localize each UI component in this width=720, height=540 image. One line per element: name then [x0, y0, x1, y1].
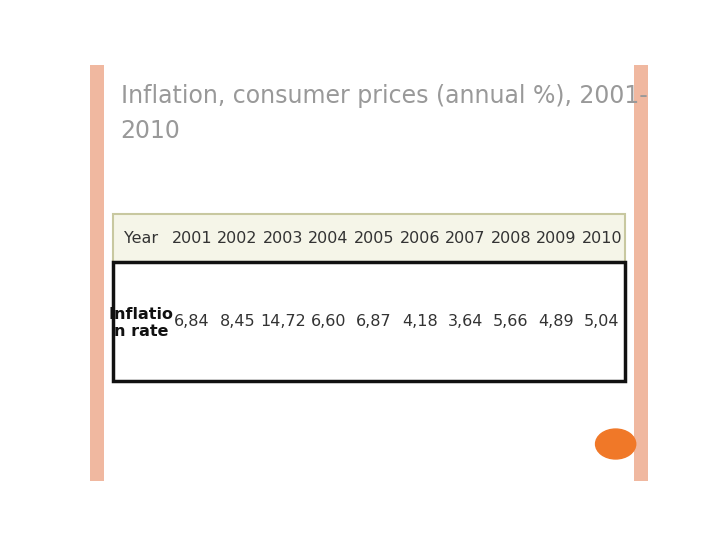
Text: 2003: 2003	[263, 231, 303, 246]
Text: 2006: 2006	[400, 231, 440, 246]
Text: 2004: 2004	[308, 231, 349, 246]
Text: 6,87: 6,87	[356, 314, 392, 329]
Text: 5,04: 5,04	[584, 314, 619, 329]
Bar	[634, 65, 648, 481]
Text: 5,66: 5,66	[493, 314, 528, 329]
Text: 2001: 2001	[171, 231, 212, 246]
Text: Year: Year	[125, 231, 158, 246]
Text: Inflatio: Inflatio	[109, 307, 174, 322]
Text: 2009: 2009	[536, 231, 577, 246]
Text: 2010: 2010	[582, 231, 622, 246]
Text: 2005: 2005	[354, 231, 395, 246]
Text: 2002: 2002	[217, 231, 258, 246]
Text: Inflation, consumer prices (annual %), 2001-: Inflation, consumer prices (annual %), 2…	[121, 84, 647, 107]
Bar	[114, 262, 624, 381]
Text: 2007: 2007	[445, 231, 485, 246]
Text: 6,60: 6,60	[311, 314, 346, 329]
Bar	[114, 214, 624, 262]
Text: 4,18: 4,18	[402, 314, 438, 329]
Text: 3,64: 3,64	[448, 314, 483, 329]
Text: 8,45: 8,45	[220, 314, 256, 329]
Text: 2010: 2010	[121, 119, 181, 143]
Text: 4,89: 4,89	[539, 314, 574, 329]
Text: 14,72: 14,72	[260, 314, 306, 329]
Bar	[90, 65, 104, 481]
Text: n rate: n rate	[114, 325, 168, 340]
Text: 6,84: 6,84	[174, 314, 210, 329]
Circle shape	[595, 429, 636, 459]
Text: 2008: 2008	[490, 231, 531, 246]
